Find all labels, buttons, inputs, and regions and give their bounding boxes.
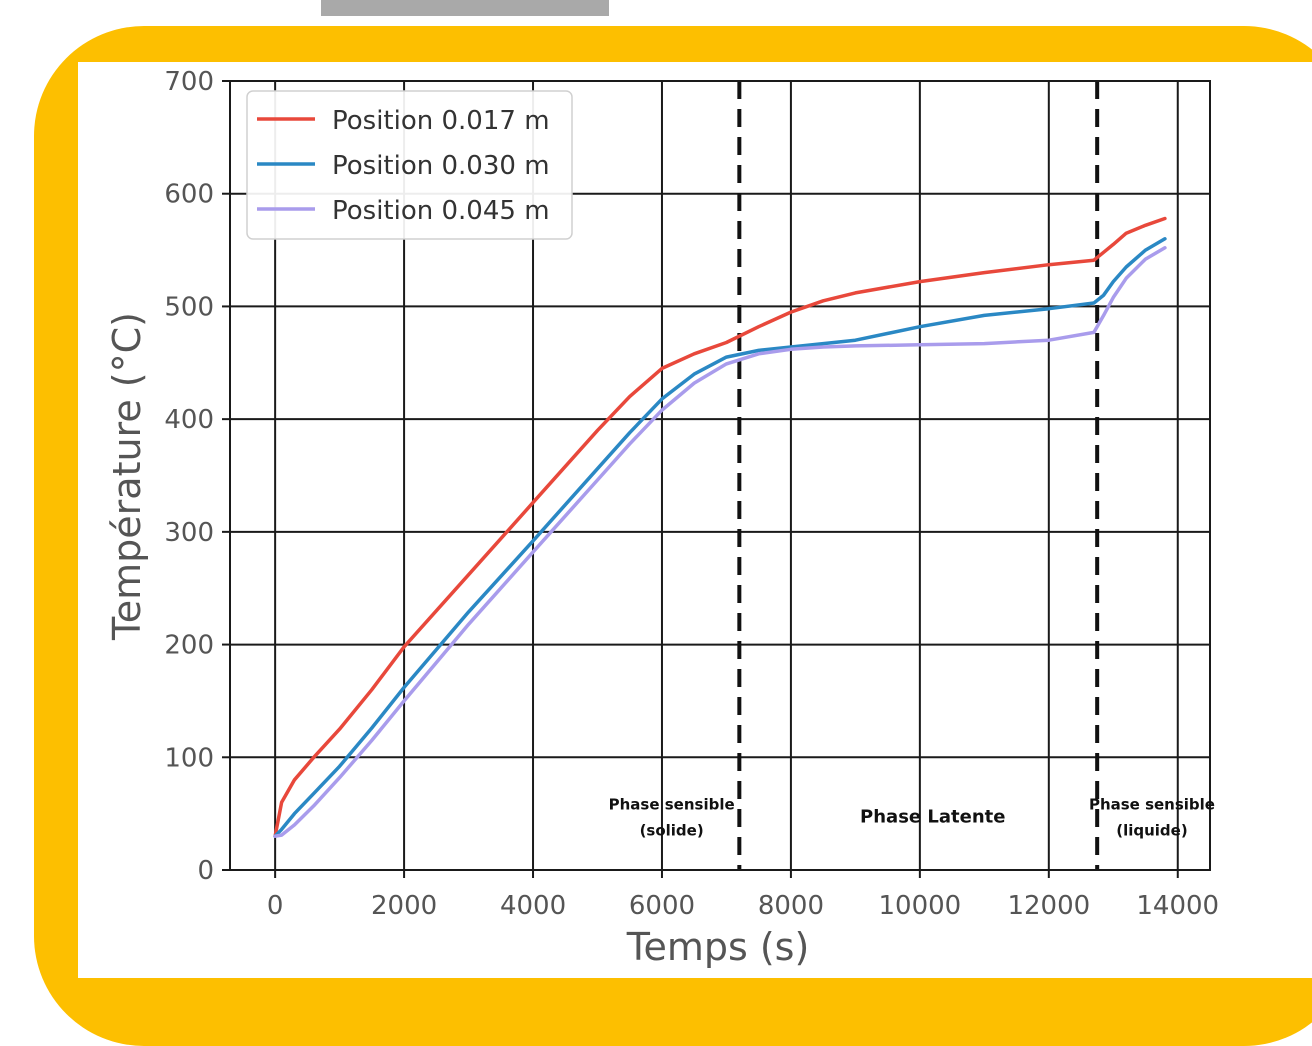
legend-label: Position 0.017 m [332,106,550,136]
y-axis-label: Température (°C) [105,312,149,641]
x-tick-label: 8000 [758,891,824,921]
phase-annotation: (solide) [640,822,704,840]
legend: Position 0.017 m Position 0.030 m Position… [246,90,573,240]
plot-frame [229,80,1211,871]
series-line [273,246,1167,838]
y-tick-label: 500 [164,292,214,322]
x-tick-label: 14000 [1136,891,1219,921]
series-line [273,237,1167,838]
x-axis-label: Temps (s) [626,925,810,969]
phase-annotation: Phase Latente [860,807,1005,828]
x-tick-label: 10000 [879,891,962,921]
x-tick-label: 12000 [1007,891,1090,921]
series-line [273,216,1167,838]
y-tick-label: 700 [164,67,214,97]
y-tick-label: 300 [164,518,214,548]
y-tick-label: 600 [164,180,214,210]
x-tick-label: 0 [267,891,284,921]
y-tick-label: 200 [164,631,214,661]
axes: 0 2000 4000 6000 8000 10000 12000 14000 0 100 200 3… [164,67,1219,921]
phase-annotation: Phase sensible [609,796,735,814]
x-tick-label: 2000 [371,891,437,921]
top-gray-bar [321,0,609,16]
phase-annotation: (liquide) [1116,822,1187,840]
y-tick-label: 100 [164,743,214,773]
legend-label: Position 0.030 m [332,151,550,181]
legend-box [246,90,573,240]
series-lines [273,216,1167,838]
x-tick-label: 4000 [500,891,566,921]
temperature-line-chart: 0 2000 4000 6000 8000 10000 12000 14000 0 100 200 3… [105,67,1219,969]
legend-label: Position 0.045 m [332,196,550,226]
x-tick-label: 6000 [629,891,695,921]
y-tick-label: 400 [164,405,214,435]
phase-annotation: Phase sensible [1089,796,1215,814]
phase-annotations: Phase sensible (solide) Phase Latente Phase… [609,796,1215,840]
phase-boundaries [737,81,1100,870]
y-tick-label: 0 [197,856,214,886]
